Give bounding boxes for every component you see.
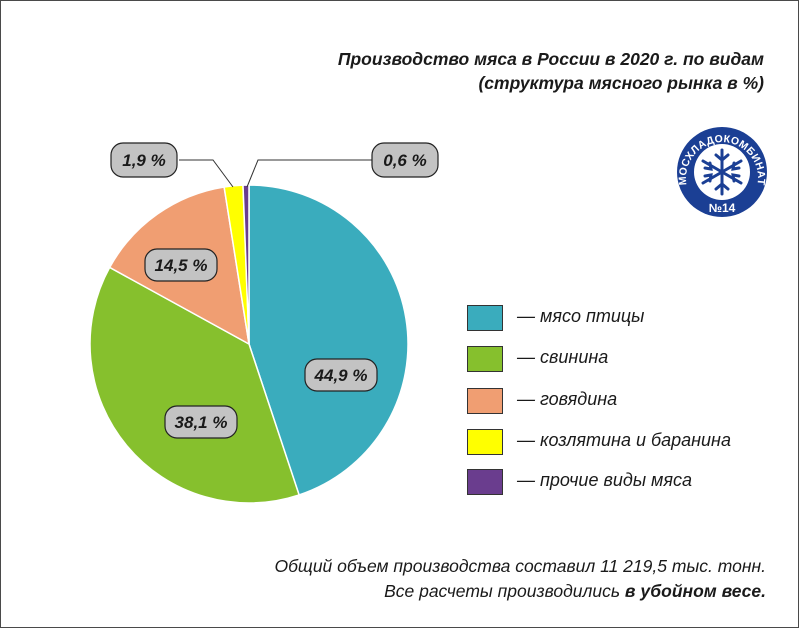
footnote-line-2-prefix: Все расчеты производились bbox=[384, 581, 625, 601]
leader-line-goat-lamb bbox=[179, 159, 234, 188]
data-label-box-beef bbox=[144, 248, 218, 282]
data-label-box-other-meat bbox=[371, 142, 439, 178]
data-label-other-meat: 0,6 % bbox=[371, 142, 439, 178]
legend-swatch-goat-lamb bbox=[467, 429, 503, 455]
legend-swatch-beef bbox=[467, 388, 503, 414]
chart-title: Производство мяса в России в 2020 г. по … bbox=[338, 47, 764, 95]
data-label-box-poultry bbox=[304, 358, 378, 392]
data-label-box-pork bbox=[164, 405, 238, 439]
snowflake-icon bbox=[701, 148, 743, 196]
data-label-text-beef: 14,5 % bbox=[155, 256, 208, 275]
legend-swatch-pork bbox=[467, 346, 503, 372]
data-label-box-goat-lamb bbox=[110, 142, 178, 178]
leader-line-other-meat bbox=[246, 159, 372, 188]
logo-number-text: №14 bbox=[709, 201, 736, 215]
legend-swatch-poultry bbox=[467, 305, 503, 331]
legend-label-poultry: — мясо птицы bbox=[517, 306, 645, 326]
footnote-line-2: Все расчеты производились в убойном весе… bbox=[274, 579, 766, 604]
data-label-poultry: 44,9 % bbox=[304, 358, 378, 392]
chart-title-line-2: (структура мясного рынка в %) bbox=[478, 73, 764, 93]
company-logo: МОСХЛАДОКОМБИНАТ №14 bbox=[677, 127, 767, 217]
footnote-line-1: Общий объем производства составил 11 219… bbox=[274, 556, 766, 576]
legend-label-pork: — свинина bbox=[517, 347, 609, 367]
pie-slice-poultry bbox=[248, 184, 409, 496]
data-label-text-poultry: 44,9 % bbox=[314, 366, 368, 385]
legend-swatch-other-meat bbox=[467, 469, 503, 495]
data-label-beef: 14,5 % bbox=[144, 248, 218, 282]
chart-footnote: Общий объем производства составил 11 219… bbox=[274, 554, 766, 604]
legend-label-other-meat: — прочие виды мяса bbox=[517, 470, 693, 490]
pie-slice-pork bbox=[89, 266, 301, 504]
pie-slice-other-meat bbox=[242, 184, 250, 345]
legend-label-beef: — говядина bbox=[517, 389, 618, 409]
data-label-goat-lamb: 1,9 % bbox=[110, 142, 178, 178]
chart-title-line-1: Производство мяса в России в 2020 г. по … bbox=[337, 49, 764, 69]
data-label-text-pork: 38,1 % bbox=[175, 413, 228, 432]
data-label-pork: 38,1 % bbox=[164, 405, 238, 439]
footnote-line-2-bold: в убойном весе. bbox=[624, 581, 766, 601]
legend-label-goat-lamb: — козлятина и баранина bbox=[517, 430, 731, 450]
data-label-text-goat-lamb: 1,9 % bbox=[122, 151, 165, 170]
data-label-text-other-meat: 0,6 % bbox=[383, 151, 426, 170]
